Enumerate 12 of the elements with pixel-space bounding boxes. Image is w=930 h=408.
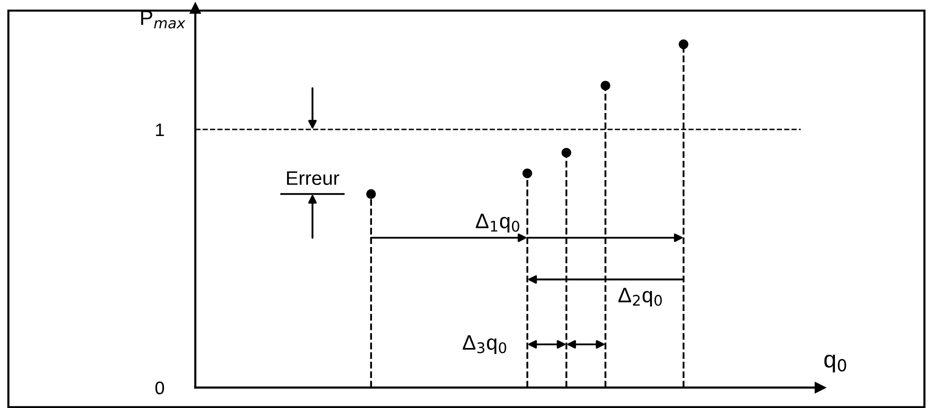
- point: [562, 148, 572, 158]
- annotation: Δ$_{3}$q$_{0}$: [462, 335, 506, 354]
- point: [678, 39, 688, 50]
- point: [366, 189, 376, 199]
- annotation: Erreur: [287, 171, 340, 185]
- y-tick-label: 0: [155, 382, 164, 394]
- y-tick-label: 1: [156, 124, 164, 136]
- point: [600, 80, 610, 90]
- point: [522, 168, 532, 178]
- annotation: Δ$_{2}$q$_{0}$: [618, 288, 662, 307]
- annotation: Δ$_{1}$q$_{0}$: [476, 214, 520, 232]
- x-axis-title: q$_{0}$: [824, 354, 846, 372]
